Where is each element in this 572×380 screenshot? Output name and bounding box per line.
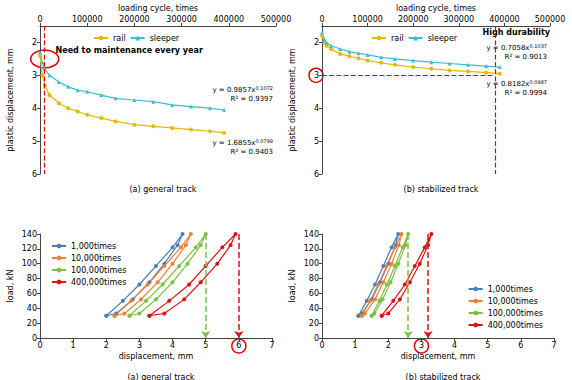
- svg-text:rail: rail: [113, 34, 126, 43]
- svg-text:20: 20: [27, 319, 37, 328]
- svg-text:1,000times: 1,000times: [71, 242, 116, 251]
- svg-text:displacement, mm: displacement, mm: [119, 352, 194, 361]
- svg-text:R² = 0.9397: R² = 0.9397: [231, 95, 273, 103]
- svg-text:0: 0: [37, 341, 42, 350]
- svg-text:y = 0.7058x: y = 0.7058x: [486, 44, 529, 52]
- svg-text:rail: rail: [391, 34, 404, 43]
- svg-text:40: 40: [27, 304, 37, 313]
- svg-text:High durability: High durability: [483, 28, 551, 37]
- svg-text:loading cycle, times: loading cycle, times: [396, 4, 476, 13]
- svg-text:0.0799: 0.0799: [256, 138, 274, 144]
- svg-text:0.0987: 0.0987: [530, 79, 548, 85]
- svg-text:80: 80: [309, 274, 319, 283]
- svg-text:200000: 200000: [398, 15, 429, 24]
- svg-text:(b) stabilized track: (b) stabilized track: [404, 185, 479, 194]
- svg-text:120: 120: [304, 244, 319, 253]
- svg-text:4: 4: [170, 341, 175, 350]
- svg-text:4: 4: [452, 341, 457, 350]
- svg-text:140: 140: [304, 230, 319, 239]
- svg-text:plastic displacement, mm: plastic displacement, mm: [6, 48, 15, 151]
- svg-text:400,000times: 400,000times: [488, 321, 543, 330]
- svg-text:40: 40: [309, 304, 319, 313]
- svg-text:400000: 400000: [214, 15, 245, 24]
- svg-text:20: 20: [309, 319, 319, 328]
- svg-text:1: 1: [353, 341, 358, 350]
- svg-text:6: 6: [236, 341, 241, 350]
- svg-text:sleeper: sleeper: [428, 34, 458, 43]
- svg-text:140: 140: [22, 230, 37, 239]
- svg-text:10,000times: 10,000times: [488, 297, 538, 306]
- svg-text:100,000times: 100,000times: [488, 309, 543, 318]
- svg-text:5: 5: [203, 341, 208, 350]
- svg-text:1,000times: 1,000times: [488, 285, 533, 294]
- svg-text:5: 5: [485, 341, 490, 350]
- svg-text:4: 4: [314, 104, 319, 113]
- svg-text:6: 6: [32, 170, 37, 179]
- svg-text:60: 60: [27, 289, 37, 298]
- svg-text:120: 120: [22, 244, 37, 253]
- svg-text:0: 0: [314, 334, 319, 343]
- svg-text:(a) general track: (a) general track: [128, 373, 195, 380]
- svg-text:3: 3: [314, 71, 319, 80]
- svg-text:500000: 500000: [535, 15, 566, 24]
- svg-text:10,000times: 10,000times: [71, 254, 121, 263]
- svg-text:R² = 0.9403: R² = 0.9403: [231, 148, 273, 156]
- svg-text:100: 100: [22, 259, 37, 268]
- svg-text:7: 7: [551, 341, 556, 350]
- svg-text:300000: 300000: [444, 15, 475, 24]
- svg-text:load, kN: load, kN: [288, 270, 297, 303]
- svg-text:100000: 100000: [352, 15, 383, 24]
- svg-text:load, kN: load, kN: [6, 270, 15, 303]
- svg-text:5: 5: [314, 137, 319, 146]
- svg-text:plastic displacement, mm: plastic displacement, mm: [288, 48, 297, 151]
- svg-text:(a) general track: (a) general track: [130, 185, 197, 194]
- svg-text:0: 0: [319, 341, 324, 350]
- svg-text:300000: 300000: [166, 15, 197, 24]
- svg-text:500000: 500000: [261, 15, 292, 24]
- svg-text:3: 3: [419, 341, 424, 350]
- svg-text:100: 100: [304, 259, 319, 268]
- svg-text:loading cycle, times: loading cycle, times: [118, 4, 198, 13]
- svg-text:7: 7: [269, 341, 274, 350]
- svg-text:5: 5: [32, 137, 37, 146]
- svg-text:0.1037: 0.1037: [530, 43, 548, 49]
- svg-text:y = 0.8182x: y = 0.8182x: [486, 80, 529, 88]
- svg-text:2: 2: [314, 38, 319, 47]
- svg-text:0.1072: 0.1072: [256, 85, 274, 91]
- svg-text:3: 3: [137, 341, 142, 350]
- svg-text:R² = 0.9013: R² = 0.9013: [505, 53, 547, 61]
- svg-text:2: 2: [386, 341, 391, 350]
- svg-text:100,000times: 100,000times: [71, 266, 126, 275]
- svg-text:y = 1.6855x: y = 1.6855x: [212, 139, 255, 147]
- svg-text:R² = 0.9994: R² = 0.9994: [505, 89, 548, 97]
- svg-text:200000: 200000: [119, 15, 150, 24]
- svg-text:displacement, mm: displacement, mm: [401, 352, 476, 361]
- svg-text:y = 0.9857x: y = 0.9857x: [212, 86, 255, 94]
- svg-text:0: 0: [37, 15, 42, 24]
- svg-text:0: 0: [319, 15, 324, 24]
- svg-text:100000: 100000: [72, 15, 103, 24]
- svg-text:Need to maintenance every year: Need to maintenance every year: [56, 46, 203, 55]
- svg-text:6: 6: [314, 170, 319, 179]
- svg-text:1: 1: [71, 341, 76, 350]
- svg-text:3: 3: [32, 71, 37, 80]
- svg-text:6: 6: [518, 341, 523, 350]
- svg-text:400,000times: 400,000times: [71, 278, 126, 287]
- svg-text:0: 0: [32, 334, 37, 343]
- svg-text:2: 2: [104, 341, 109, 350]
- svg-text:2: 2: [32, 38, 37, 47]
- svg-text:4: 4: [32, 104, 37, 113]
- svg-text:60: 60: [309, 289, 319, 298]
- svg-text:(b) stabilized track: (b) stabilized track: [406, 373, 481, 380]
- svg-text:80: 80: [27, 274, 37, 283]
- svg-text:sleeper: sleeper: [150, 34, 180, 43]
- svg-text:400000: 400000: [489, 15, 520, 24]
